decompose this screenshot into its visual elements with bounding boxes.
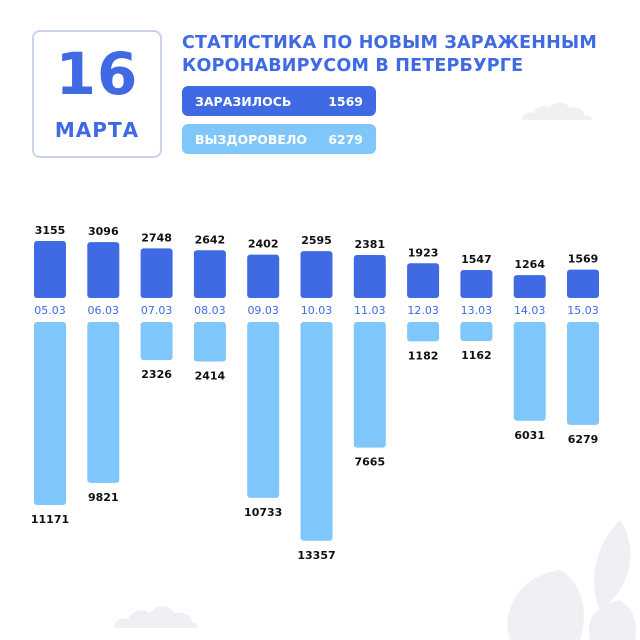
bar-recovered-15.03	[567, 322, 599, 425]
bar-infected-08.03	[193, 250, 226, 298]
legend-recovered-label: ВЫЗДОРОВЕЛО	[195, 131, 307, 147]
page-title: СТАТИСТИКА ПО НОВЫМ ЗАРАЖЕННЫМ КОРОНАВИР…	[182, 32, 602, 78]
bar-infected-05.03	[34, 241, 66, 298]
date-label-11.03: 11.03	[354, 304, 386, 317]
bar-recovered-11.03	[353, 322, 386, 448]
date-label-13.03: 13.03	[461, 304, 493, 317]
label-infected-12.03: 1923	[408, 246, 439, 259]
legend-recovered: ВЫЗДОРОВЕЛО 6279	[182, 124, 376, 154]
legend-infected-label: ЗАРАЗИЛОСЬ	[195, 93, 292, 109]
date-label-10.03: 10.03	[301, 304, 333, 317]
leaves-decoration-icon	[507, 520, 637, 640]
date-label-12.03: 12.03	[407, 304, 439, 317]
cloud-decoration-icon	[522, 102, 592, 120]
legend-infected: ЗАРАЗИЛОСЬ 1569	[182, 86, 376, 116]
cloud-decoration-icon	[114, 606, 198, 628]
date-label-05.03: 05.03	[34, 304, 66, 317]
label-recovered-08.03: 2414	[195, 370, 226, 383]
date-label-15.03: 15.03	[567, 304, 599, 317]
bar-recovered-14.03	[513, 322, 546, 421]
legend-infected-value: 1569	[328, 93, 363, 109]
label-recovered-05.03: 11171	[31, 513, 69, 526]
title-line-2: КОРОНАВИРУСОМ В ПЕТЕРБУРГЕ	[182, 56, 524, 76]
label-infected-13.03: 1547	[461, 253, 492, 266]
date-label-06.03: 06.03	[88, 304, 120, 317]
label-recovered-06.03: 9821	[88, 491, 119, 504]
label-recovered-10.03: 13357	[297, 549, 335, 562]
bar-recovered-12.03	[407, 322, 440, 342]
label-infected-11.03: 2381	[354, 238, 385, 251]
bar-infected-15.03	[567, 269, 599, 298]
label-infected-07.03: 2748	[141, 231, 172, 244]
date-label-07.03: 07.03	[141, 304, 173, 317]
date-month: МАРТА	[54, 118, 140, 142]
bar-infected-11.03	[353, 254, 386, 298]
date-day: 16	[55, 40, 139, 108]
label-recovered-13.03: 1162	[461, 349, 492, 362]
bar-infected-14.03	[513, 275, 546, 298]
bar-infected-06.03	[87, 242, 120, 298]
bar-infected-09.03	[247, 254, 280, 298]
bar-infected-13.03	[460, 270, 493, 298]
bar-recovered-08.03	[193, 322, 226, 362]
label-infected-08.03: 2642	[195, 233, 226, 246]
label-infected-09.03: 2402	[248, 238, 279, 251]
title-line-1: СТАТИСТИКА ПО НОВЫМ ЗАРАЖЕННЫМ	[182, 33, 597, 53]
bar-infected-10.03	[300, 251, 333, 298]
bar-infected-07.03	[140, 248, 173, 298]
bar-recovered-06.03	[87, 322, 120, 483]
bar-recovered-05.03	[34, 322, 66, 505]
label-infected-14.03: 1264	[514, 258, 545, 271]
label-recovered-11.03: 7665	[354, 456, 385, 469]
label-recovered-09.03: 10733	[244, 506, 282, 519]
label-recovered-07.03: 2326	[141, 368, 172, 381]
date-label-14.03: 14.03	[514, 304, 546, 317]
date-label-09.03: 09.03	[247, 304, 279, 317]
label-infected-06.03: 3096	[88, 225, 119, 238]
label-infected-10.03: 2595	[301, 234, 332, 247]
label-recovered-12.03: 1182	[408, 349, 439, 362]
bar-recovered-09.03	[247, 322, 280, 498]
label-infected-05.03: 3155	[35, 224, 66, 237]
legend-recovered-value: 6279	[328, 131, 363, 147]
bar-infected-12.03	[407, 263, 440, 298]
label-recovered-15.03: 6279	[568, 433, 599, 446]
date-box: 16 МАРТА	[32, 30, 162, 158]
bar-recovered-10.03	[300, 322, 333, 541]
label-infected-15.03: 1569	[568, 253, 599, 266]
bar-recovered-07.03	[140, 322, 173, 361]
label-recovered-14.03: 6031	[514, 429, 545, 442]
bar-recovered-13.03	[460, 322, 493, 342]
date-label-08.03: 08.03	[194, 304, 226, 317]
